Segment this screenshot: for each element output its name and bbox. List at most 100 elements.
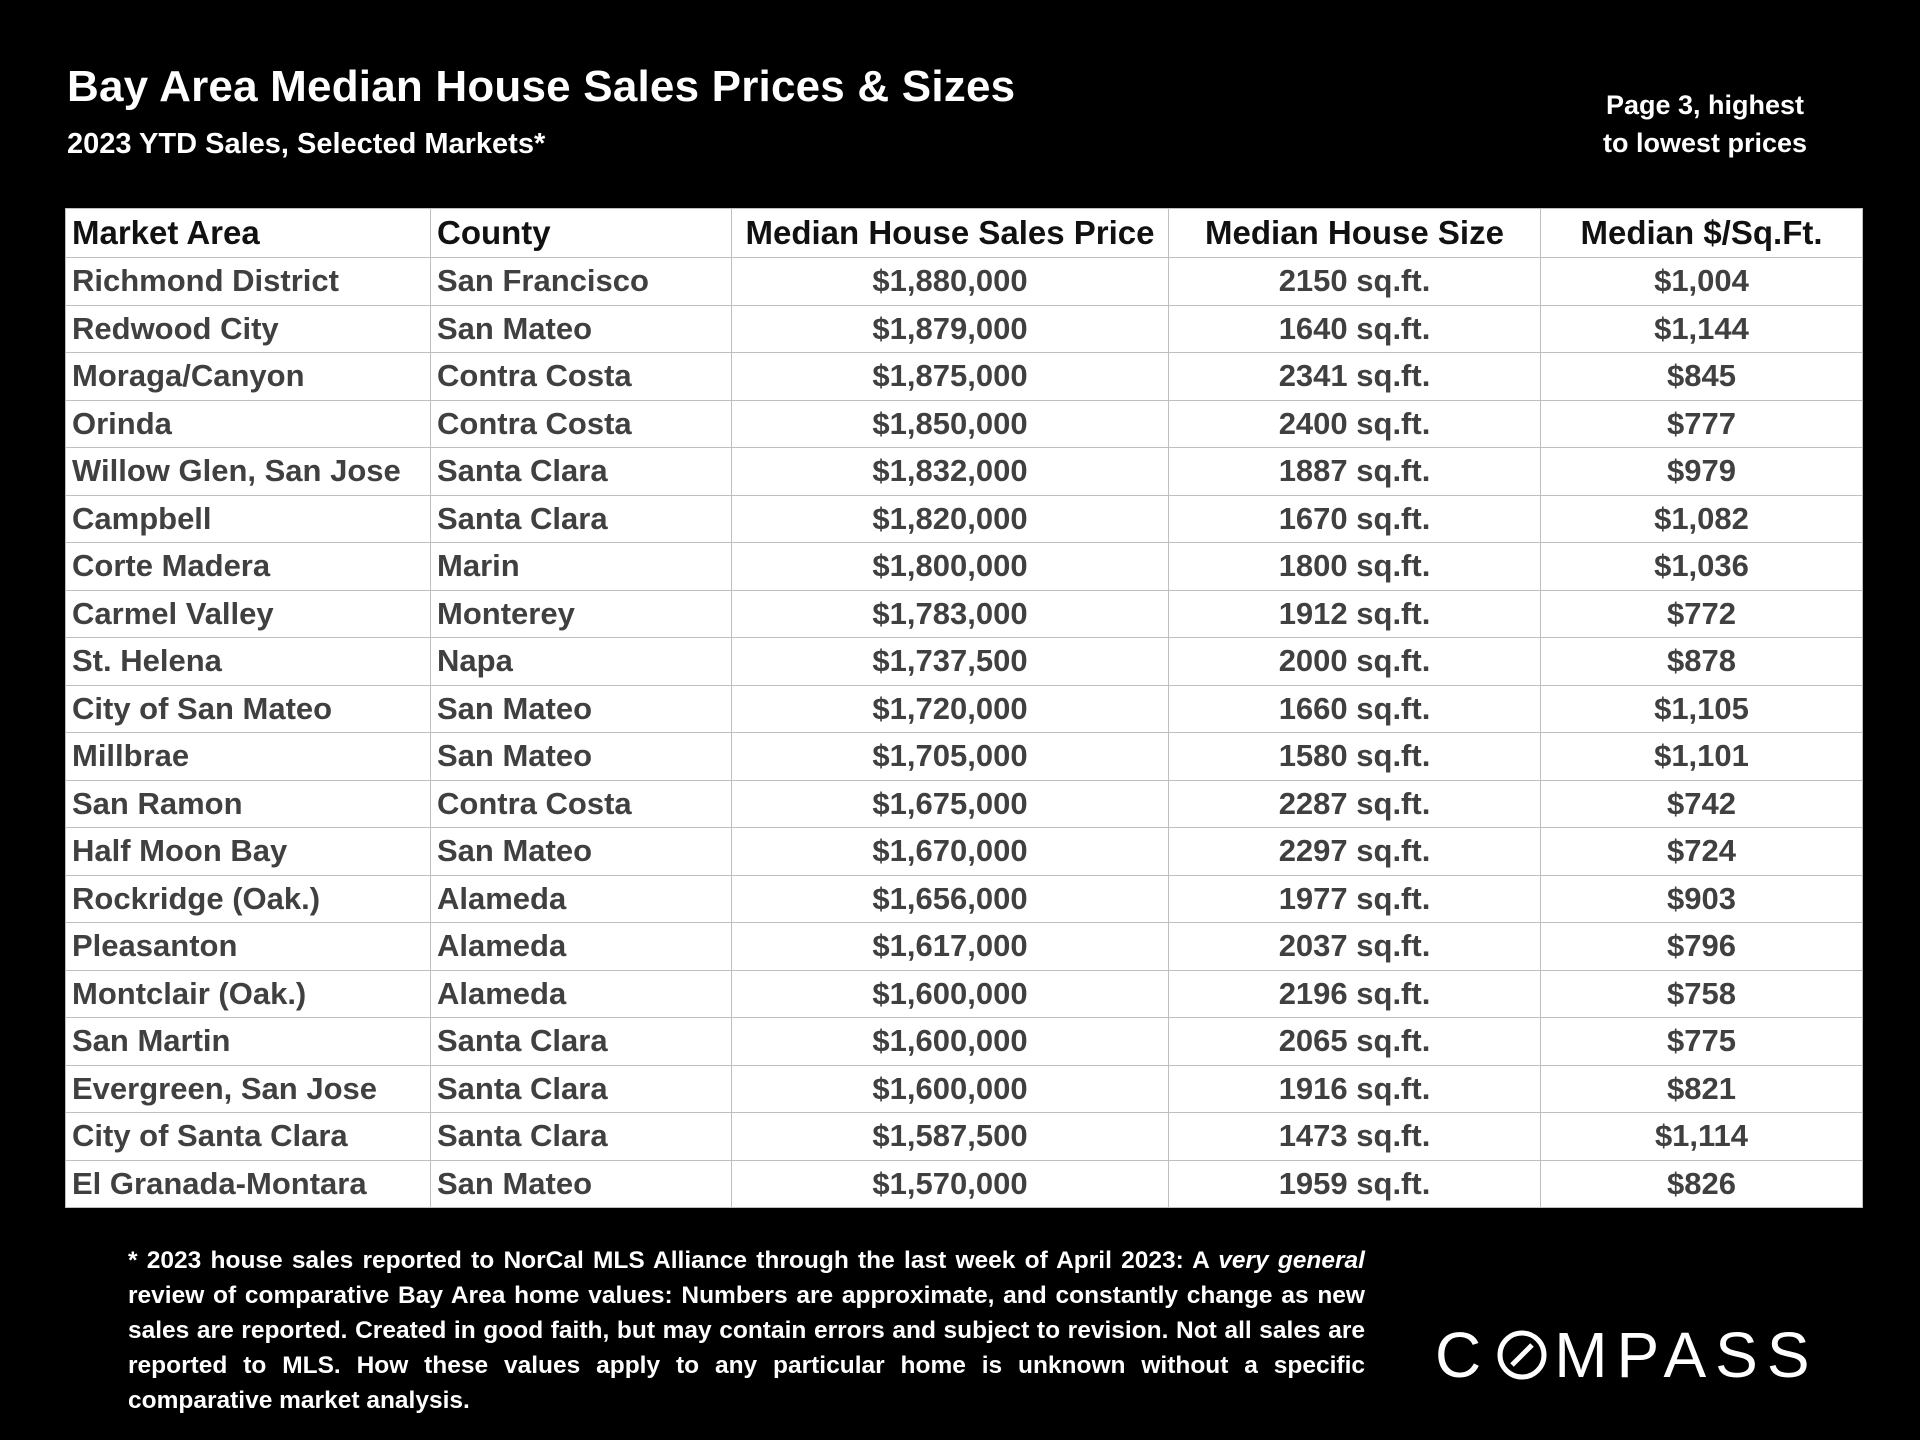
cell-price-per-sqft: $1,004 (1540, 257, 1863, 306)
cell-county: San Francisco (430, 257, 732, 306)
table-body: Richmond District San Francisco $1,880,000… (65, 257, 1863, 1208)
cell-median-price: $1,880,000 (731, 257, 1169, 306)
cell-median-price: $1,600,000 (731, 1017, 1169, 1066)
cell-market-area: Millbrae (65, 732, 431, 781)
cell-median-size: 1580 sq.ft. (1168, 732, 1541, 781)
cell-county: Marin (430, 542, 732, 591)
cell-price-per-sqft: $821 (1540, 1064, 1863, 1113)
table-row: Moraga/Canyon Contra Costa $1,875,000 2341 … (65, 352, 1863, 401)
cell-market-area: Richmond District (65, 257, 431, 306)
cell-price-per-sqft: $979 (1540, 447, 1863, 496)
footnote-part1: * 2023 house sales reported to NorCal ML… (128, 1247, 1219, 1274)
cell-county: San Mateo (430, 304, 732, 353)
cell-median-price: $1,587,500 (731, 1112, 1169, 1161)
cell-median-size: 1660 sq.ft. (1168, 684, 1541, 733)
cell-median-size: 1912 sq.ft. (1168, 589, 1541, 638)
cell-price-per-sqft: $1,144 (1540, 304, 1863, 353)
cell-median-price: $1,820,000 (731, 494, 1169, 543)
column-header-median-price: Median House Sales Price (731, 208, 1169, 258)
cell-county: San Mateo (430, 827, 732, 876)
cell-median-size: 2287 sq.ft. (1168, 779, 1541, 828)
column-header-market-area: Market Area (65, 208, 431, 258)
cell-market-area: Evergreen, San Jose (65, 1064, 431, 1113)
cell-median-price: $1,600,000 (731, 1064, 1169, 1113)
cell-market-area: Corte Madera (65, 542, 431, 591)
cell-median-price: $1,783,000 (731, 589, 1169, 638)
column-header-price-per-sqft: Median $/Sq.Ft. (1540, 208, 1863, 258)
cell-price-per-sqft: $1,082 (1540, 494, 1863, 543)
cell-county: Alameda (430, 969, 732, 1018)
footnote-part2: review of comparative Bay Area home valu… (128, 1282, 1365, 1414)
cell-median-price: $1,850,000 (731, 399, 1169, 448)
table-row: Montclair (Oak.) Alameda $1,600,000 2196 sq… (65, 969, 1863, 1018)
table-row: Campbell Santa Clara $1,820,000 1670 sq.ft.… (65, 494, 1863, 543)
cell-price-per-sqft: $1,114 (1540, 1112, 1863, 1161)
table-row: San Ramon Contra Costa $1,675,000 2287 sq.f… (65, 779, 1863, 828)
cell-median-size: 2297 sq.ft. (1168, 827, 1541, 876)
cell-median-price: $1,617,000 (731, 922, 1169, 971)
cell-county: San Mateo (430, 684, 732, 733)
compass-o-icon (1497, 1330, 1547, 1380)
page-subtitle: 2023 YTD Sales, Selected Markets* (67, 128, 546, 160)
table-row: Half Moon Bay San Mateo $1,670,000 2297 sq.… (65, 827, 1863, 876)
cell-county: Santa Clara (430, 1017, 732, 1066)
page-title: Bay Area Median House Sales Prices & Siz… (67, 62, 1016, 111)
cell-market-area: Half Moon Bay (65, 827, 431, 876)
page-note-line2: to lowest prices (1602, 128, 1808, 158)
cell-market-area: Redwood City (65, 304, 431, 353)
cell-median-price: $1,720,000 (731, 684, 1169, 733)
cell-county: Alameda (430, 874, 732, 923)
cell-market-area: El Granada-Montara (65, 1159, 431, 1208)
cell-median-price: $1,705,000 (731, 732, 1169, 781)
cell-county: Santa Clara (430, 494, 732, 543)
cell-median-price: $1,675,000 (731, 779, 1169, 828)
cell-median-price: $1,670,000 (731, 827, 1169, 876)
cell-median-price: $1,800,000 (731, 542, 1169, 591)
table-row: Carmel Valley Monterey $1,783,000 1912 sq.f… (65, 589, 1863, 638)
cell-county: Santa Clara (430, 447, 732, 496)
cell-county: Monterey (430, 589, 732, 638)
cell-median-price: $1,879,000 (731, 304, 1169, 353)
table-row: Pleasanton Alameda $1,617,000 2037 sq.ft. $7… (65, 922, 1863, 971)
cell-price-per-sqft: $758 (1540, 969, 1863, 1018)
table-row: Richmond District San Francisco $1,880,000… (65, 257, 1863, 306)
cell-median-size: 2000 sq.ft. (1168, 637, 1541, 686)
cell-market-area: Rockridge (Oak.) (65, 874, 431, 923)
table-row: Orinda Contra Costa $1,850,000 2400 sq.ft. $… (65, 399, 1863, 448)
footnote: * 2023 house sales reported to NorCal ML… (128, 1243, 1365, 1418)
cell-median-price: $1,737,500 (731, 637, 1169, 686)
cell-price-per-sqft: $1,101 (1540, 732, 1863, 781)
table-row: Redwood City San Mateo $1,879,000 1640 sq.f… (65, 304, 1863, 353)
column-header-median-size: Median House Size (1168, 208, 1541, 258)
table-header-row: Market Area County Median House Sales Pr… (65, 208, 1863, 258)
cell-median-size: 2150 sq.ft. (1168, 257, 1541, 306)
cell-price-per-sqft: $1,105 (1540, 684, 1863, 733)
cell-price-per-sqft: $796 (1540, 922, 1863, 971)
cell-median-size: 2037 sq.ft. (1168, 922, 1541, 971)
cell-market-area: Montclair (Oak.) (65, 969, 431, 1018)
cell-county: Alameda (430, 922, 732, 971)
cell-median-size: 1800 sq.ft. (1168, 542, 1541, 591)
cell-median-size: 1959 sq.ft. (1168, 1159, 1541, 1208)
cell-price-per-sqft: $777 (1540, 399, 1863, 448)
cell-county: Contra Costa (430, 399, 732, 448)
cell-market-area: Campbell (65, 494, 431, 543)
cell-market-area: Moraga/Canyon (65, 352, 431, 401)
cell-median-size: 1640 sq.ft. (1168, 304, 1541, 353)
cell-median-size: 1473 sq.ft. (1168, 1112, 1541, 1161)
page-note: Page 3, highest to lowest prices (1580, 86, 1830, 162)
table-row: San Martin Santa Clara $1,600,000 2065 sq.f… (65, 1017, 1863, 1066)
cell-median-size: 1887 sq.ft. (1168, 447, 1541, 496)
cell-market-area: St. Helena (65, 637, 431, 686)
cell-median-price: $1,570,000 (731, 1159, 1169, 1208)
cell-price-per-sqft: $903 (1540, 874, 1863, 923)
cell-market-area: San Martin (65, 1017, 431, 1066)
cell-median-price: $1,832,000 (731, 447, 1169, 496)
cell-price-per-sqft: $826 (1540, 1159, 1863, 1208)
table-row: Evergreen, San Jose Santa Clara $1,600,000… (65, 1064, 1863, 1113)
table-row: El Granada-Montara San Mateo $1,570,000 195… (65, 1159, 1863, 1208)
cell-price-per-sqft: $742 (1540, 779, 1863, 828)
cell-county: Santa Clara (430, 1112, 732, 1161)
cell-median-price: $1,600,000 (731, 969, 1169, 1018)
page-note-line1: Page 3, highest (1605, 90, 1805, 120)
